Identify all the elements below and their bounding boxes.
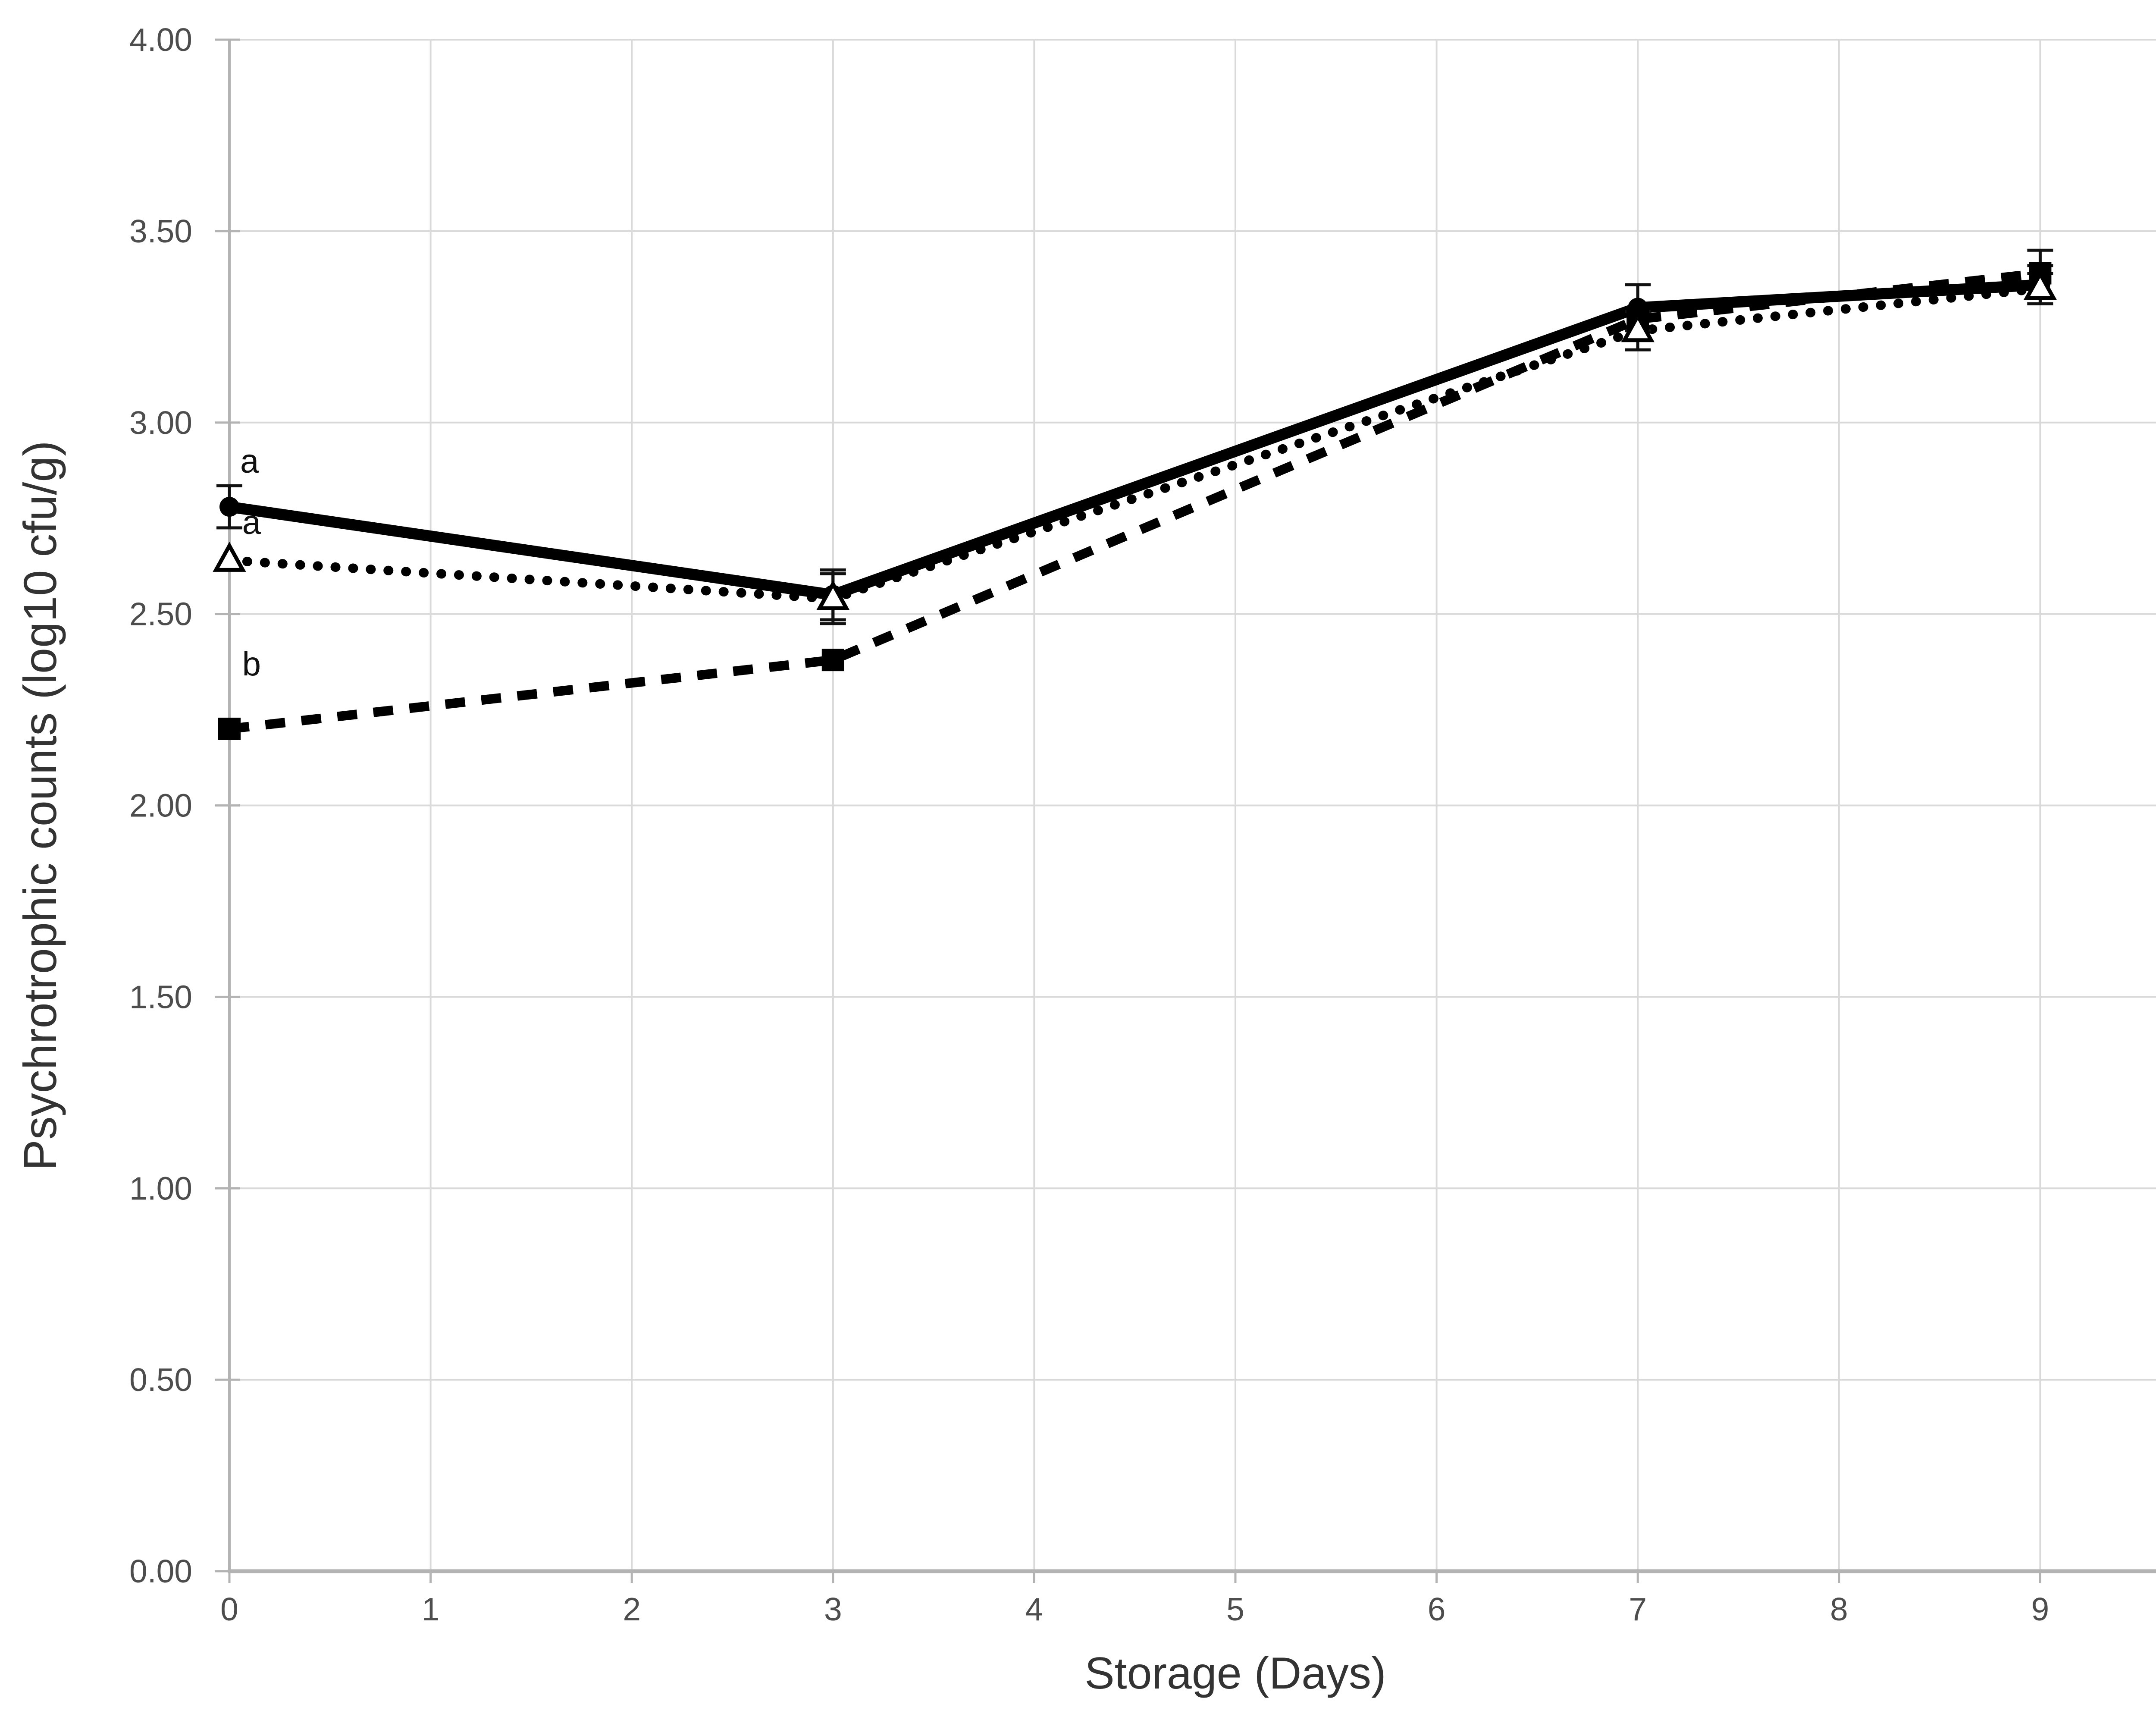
x-tick-label-4: 4 — [1025, 1591, 1044, 1627]
significance-letter-a-1: a — [242, 503, 261, 541]
series-layer — [213, 248, 2057, 740]
x-tick-label-6: 6 — [1428, 1591, 1446, 1627]
x-tick-label-5: 5 — [1226, 1591, 1244, 1627]
x-tick-label-1: 1 — [422, 1591, 440, 1627]
x-tick-label-0: 0 — [220, 1591, 238, 1627]
y-tick-label-3.50: 3.50 — [129, 213, 192, 249]
tick-label-layer: 0.00 0.50 1.00 1.50 2.00 2.50 3.00 3.50 4.00 0 1 2 3… — [129, 22, 2049, 1627]
x-tick-label-2: 2 — [623, 1591, 641, 1627]
y-tick-label-4.00: 4.00 — [129, 22, 192, 58]
y-axis-title: Psychrotrophic counts (log10 cfu/g) — [14, 441, 66, 1171]
series-line-control-pos — [225, 284, 2045, 604]
marker-control-pos-day9 — [2023, 270, 2057, 300]
marker-control-neg-day3 — [821, 649, 844, 672]
marker-almond-day0 — [219, 497, 239, 517]
x-tick-label-9: 9 — [2031, 1591, 2049, 1627]
marker-control-pos-day3 — [816, 580, 850, 610]
x-tick-label-7: 7 — [1629, 1591, 1647, 1627]
y-tick-label-2.00: 2.00 — [129, 788, 192, 824]
y-tick-label-1.00: 1.00 — [129, 1170, 192, 1206]
marker-control-pos-day0 — [213, 542, 246, 572]
y-tick-label-2.50: 2.50 — [129, 596, 192, 632]
significance-letter-b-2: b — [242, 645, 261, 683]
marker-control-pos-day7 — [1621, 312, 1655, 342]
y-tick-label-0.00: 0.00 — [129, 1553, 192, 1589]
y-tick-label-1.50: 1.50 — [129, 979, 192, 1015]
marker-control-neg-day0 — [218, 717, 241, 740]
series-line-almond — [229, 279, 2041, 601]
grid-layer — [215, 38, 2156, 1583]
x-tick-label-8: 8 — [1830, 1591, 1848, 1627]
y-tick-label-3.00: 3.00 — [129, 405, 192, 441]
x-axis-title: Storage (Days) — [1084, 1648, 1386, 1698]
y-tick-label-0.50: 0.50 — [129, 1362, 192, 1398]
x-tick-label-3: 3 — [824, 1591, 842, 1627]
significance-letter-a-0: a — [240, 442, 259, 480]
series-line-control-neg — [229, 268, 2041, 734]
